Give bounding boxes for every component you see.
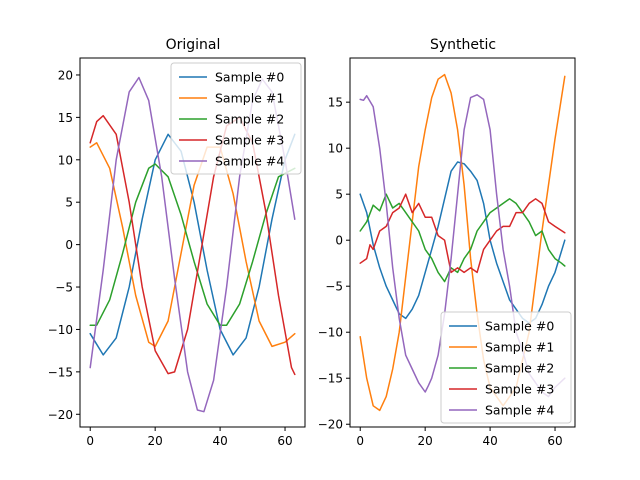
- synthetic-y-tick-label: −10: [318, 326, 343, 340]
- original-x-tick-label: 20: [148, 434, 163, 448]
- original-y-tick-label: −15: [48, 365, 73, 379]
- original-x-tick-label: 40: [212, 434, 227, 448]
- synthetic-x-tick-label: 60: [547, 434, 562, 448]
- original-y-tick-label: 0: [65, 238, 73, 252]
- original-series-line-1: [89, 142, 296, 348]
- synthetic-frame: [349, 57, 576, 428]
- synthetic-legend-label: Sample #2: [485, 361, 554, 376]
- original-ticks: 0 20 40 60 −20 −15 −10 −5 0 5 10 15 20: [48, 68, 293, 448]
- original-series-line-0: [89, 133, 296, 356]
- synthetic-y-tick-label: 10: [328, 142, 343, 156]
- synthetic-y-tick-label: −20: [318, 418, 343, 432]
- synthetic-x-tick-label: 20: [418, 434, 433, 448]
- synthetic-legend-label: Sample #3: [485, 382, 554, 397]
- synthetic-axes-frame: [349, 57, 576, 428]
- original-y-tick-label: −20: [48, 408, 73, 422]
- original-legend-label: Sample #3: [215, 133, 284, 148]
- synthetic-y-tick-label: 15: [328, 96, 343, 110]
- synthetic-y-tick-label: 0: [335, 234, 343, 248]
- original-x-tick-label: 0: [86, 434, 94, 448]
- synthetic-legend: Sample #0 Sample #1 Sample #2 Sample #3 Samp…: [440, 311, 572, 424]
- original-y-tick-label: −5: [55, 281, 73, 295]
- original-legend-label: Sample #4: [215, 154, 284, 169]
- synthetic-title: Synthetic: [430, 37, 496, 53]
- synthetic-y-tick-label: 5: [335, 188, 343, 202]
- synthetic-legend-label: Sample #0: [485, 319, 554, 334]
- synthetic-x-tick-label: 0: [356, 434, 364, 448]
- synthetic-plot-area: [359, 73, 566, 412]
- original-legend-box: [170, 62, 302, 175]
- original-series-line-3: [89, 114, 296, 376]
- synthetic-series-line-2: [359, 193, 566, 283]
- original-title: Original: [166, 37, 221, 53]
- original-legend-label: Sample #0: [215, 70, 284, 85]
- original-y-tick-label: 10: [58, 153, 73, 167]
- original-frame: [79, 57, 306, 428]
- synthetic-legend-box: [440, 311, 572, 424]
- original-y-tick-label: 5: [65, 196, 73, 210]
- synthetic-legend-label: Sample #4: [485, 403, 554, 418]
- synthetic-ticks: 0 20 40 60 −20 −15 −10 −5 0 5 10 15: [318, 96, 563, 448]
- synthetic-panel: Synthetic 0 20 40 60 −20 −15 −10 −5 0 5 10 15 Sampl…: [318, 37, 576, 448]
- synthetic-series-group: [359, 73, 566, 412]
- original-y-tick-label: 20: [58, 68, 73, 82]
- synthetic-y-tick-label: −5: [325, 280, 343, 294]
- synthetic-y-tick-label: −15: [318, 372, 343, 386]
- original-series-line-2: [89, 163, 296, 326]
- original-legend: Sample #0 Sample #1 Sample #2 Sample #3 Samp…: [170, 62, 302, 175]
- original-y-tick-label: −10: [48, 323, 73, 337]
- original-panel: Original 0 20 40 60 −20 −15 −10 −5 0 5 10 15 20 Samp…: [48, 37, 306, 448]
- synthetic-x-tick-label: 40: [482, 434, 497, 448]
- synthetic-legend-label: Sample #1: [485, 340, 554, 355]
- original-x-tick-label: 60: [277, 434, 292, 448]
- original-y-tick-label: 15: [58, 111, 73, 125]
- original-axes-frame: [79, 57, 306, 428]
- original-legend-label: Sample #1: [215, 91, 284, 106]
- original-legend-label: Sample #2: [215, 112, 284, 127]
